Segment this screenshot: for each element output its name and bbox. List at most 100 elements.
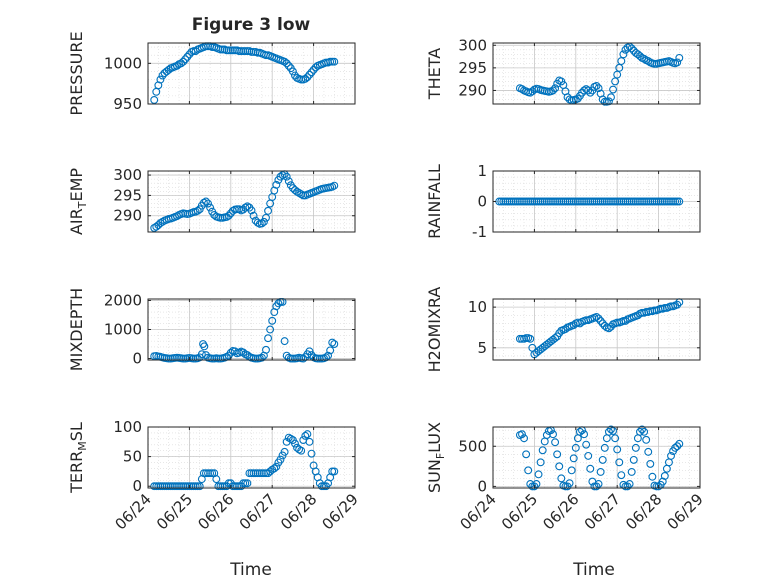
data-point [604,324,613,333]
data-point [330,181,339,190]
data-point [511,197,520,206]
data-point [522,197,531,206]
data-point [594,480,603,488]
data-point [656,197,665,206]
data-point [627,468,636,476]
data-point [584,86,593,95]
data-point [547,197,555,206]
data-point [524,197,533,206]
data-point [166,482,175,491]
data-point [177,59,186,68]
data-point [272,462,281,471]
data-point [640,427,649,436]
data-point [621,317,630,325]
data-point [530,197,539,206]
data-point [569,454,578,463]
data-point [200,342,209,351]
data-point [518,197,526,206]
data-point [625,197,634,206]
y-tick-label: 0 [477,193,487,211]
data-point [646,459,655,468]
data-point [584,451,593,460]
data-point [276,455,285,464]
data-point [582,197,591,206]
y-tick-label: 0 [477,477,487,495]
data-point [522,450,531,459]
data-point [262,469,270,478]
x-tick-label: 06/28 [622,490,665,533]
y-tick-label: 50 [123,448,142,466]
data-point [555,462,564,471]
data-point [202,197,210,206]
data-point [520,197,528,206]
data-point [507,197,516,206]
data-point [173,212,181,221]
data-point [667,197,675,206]
data-point [224,46,233,55]
data-point [249,469,258,478]
data-point [551,197,560,206]
data-point [673,442,682,451]
data-point [536,197,545,206]
data-point [313,354,322,363]
data-point [158,482,167,491]
data-point [513,197,522,206]
x-tick-label: 06/29 [319,490,362,533]
data-point [509,197,518,206]
data-point [233,482,241,491]
data-point [575,197,584,206]
data-point [594,84,603,93]
data-point [621,482,630,491]
data-point [565,197,574,206]
data-point [214,482,223,491]
data-point [239,479,248,488]
data-point [596,317,605,325]
data-point [303,430,312,439]
y-tick-label: 1000 [104,54,142,72]
y-tick-label: 295 [458,59,487,77]
data-point [671,197,680,206]
data-point [179,482,188,491]
data-point [204,469,212,478]
data-point [179,57,188,66]
data-point [518,430,526,439]
axes-box [492,298,701,361]
data-point [195,482,204,491]
data-point [669,197,678,206]
data-point [617,57,626,66]
data-point [226,348,235,357]
y-axis-label: MIXDEPTH [67,288,86,371]
data-point [609,85,618,94]
data-point [324,351,333,360]
data-point [160,482,169,491]
data-point [551,438,560,447]
data-point [532,480,541,488]
data-point [241,479,250,488]
data-point [181,55,190,64]
data-point [297,190,306,199]
data-point [617,471,626,480]
data-point [675,197,684,206]
data-point [276,172,285,181]
data-point [549,430,557,439]
data-point [662,197,671,206]
data-point [549,197,557,206]
data-point [580,197,589,206]
x-tick-label: 06/24 [457,490,500,533]
data-point [590,482,599,491]
y-tick-label: 10 [468,298,487,316]
data-point [598,197,607,206]
data-point [245,469,254,478]
data-point [586,88,595,97]
data-point [262,213,270,222]
data-point [538,197,547,206]
data-point [648,197,657,206]
data-point [518,85,526,94]
data-point [243,351,252,360]
data-point [555,197,564,206]
data-point [542,197,551,206]
data-point [291,439,299,448]
data-point [621,197,630,206]
data-point [297,446,306,455]
